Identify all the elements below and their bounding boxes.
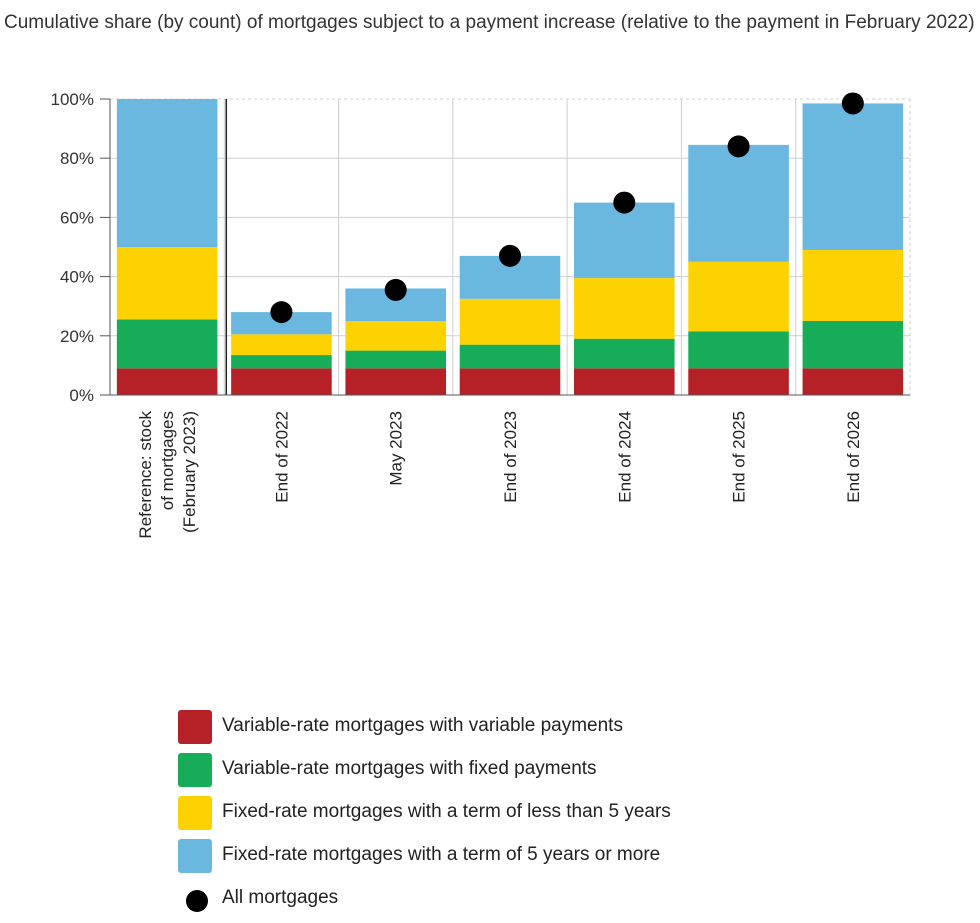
bar-segment [802, 103, 904, 250]
x-tick-label: End of 2022 [272, 411, 291, 503]
x-tick-label: May 2023 [387, 411, 406, 486]
all-mortgages-marker [727, 135, 750, 158]
chart-plot: 0% 20% 40% 60% 80% 100% Reference: stock of mor… [51, 90, 911, 539]
x-tick-label: Reference: stock of mortgages (February 20… [136, 411, 199, 539]
legend-label: Variable-rate mortgages with fixed payme… [222, 758, 597, 779]
bar-segment [231, 334, 332, 356]
bar-segment [116, 247, 218, 320]
bar-segment [688, 331, 789, 369]
legend-marker-dot [186, 890, 208, 912]
bar-segment [688, 144, 789, 262]
x-tick-label: End of 2026 [844, 411, 863, 503]
bar-segment [345, 321, 446, 351]
y-tick-label: 60% [60, 208, 94, 227]
legend-label: All mortgages [222, 887, 339, 908]
all-mortgages-marker [499, 244, 521, 267]
bar-segment [459, 298, 561, 345]
x-tick-label: End of 2023 [501, 411, 520, 503]
y-tick-label: 20% [60, 327, 94, 346]
bar-segment [574, 202, 675, 279]
y-tick-label: 100% [51, 90, 94, 109]
y-tick-label: 80% [60, 149, 94, 168]
legend-swatch [178, 753, 212, 787]
legend-label: Fixed-rate mortgages with a term of less… [222, 801, 671, 822]
all-mortgages-marker [613, 191, 636, 214]
bar-segment [345, 368, 446, 395]
bar-segment [802, 249, 904, 321]
y-tick-label: 40% [60, 268, 94, 287]
legend-label: Fixed-rate mortgages with a term of 5 ye… [222, 844, 661, 865]
bar-segment [574, 338, 675, 369]
all-mortgages-marker [384, 278, 407, 301]
all-mortgages-marker [841, 92, 864, 115]
legend-label: Variable-rate mortgages with variable pa… [222, 715, 623, 736]
x-tick-label: End of 2024 [615, 411, 634, 503]
bar-segment [345, 350, 446, 369]
bar-segment [116, 368, 218, 395]
bar-segment [231, 355, 332, 369]
bar-segment [116, 99, 218, 247]
chart-title: Cumulative share (by count) of mortgages… [4, 12, 975, 33]
bar-segment [802, 321, 904, 369]
bar-segment [116, 319, 218, 369]
bar-segment [688, 368, 789, 395]
bar-segment [574, 368, 675, 395]
legend-swatch [178, 710, 212, 744]
bar-segment [574, 278, 675, 339]
x-tick-label: End of 2025 [730, 411, 749, 503]
bar-segment [231, 368, 332, 395]
bar-segment [459, 368, 561, 395]
bar-segment [688, 261, 789, 332]
all-mortgages-marker [270, 301, 293, 324]
bar-segment [459, 344, 561, 369]
bar-segment [802, 368, 904, 395]
legend-swatch [178, 796, 212, 830]
bar-segment [231, 312, 332, 335]
y-tick-label: 0% [69, 386, 94, 405]
legend-swatch [178, 839, 212, 873]
